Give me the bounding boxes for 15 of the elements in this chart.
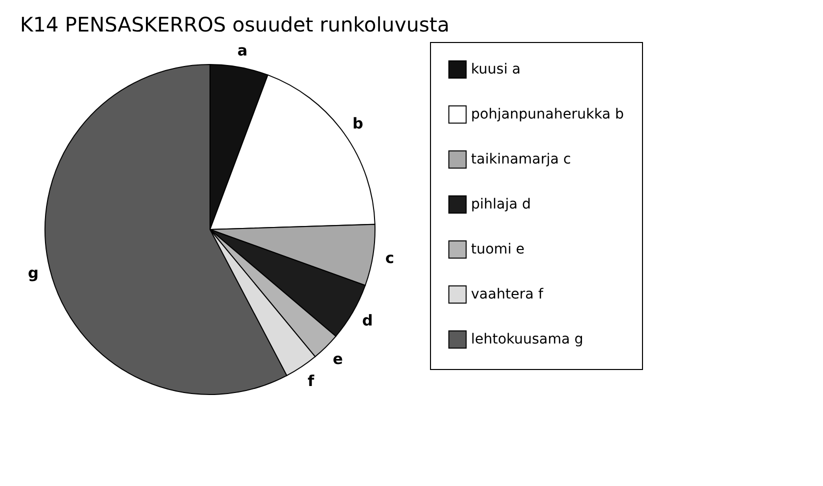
- text: f: [308, 372, 314, 390]
- chart-title: K14 PENSASKERROS osuudet runkoluvusta: [20, 12, 450, 36]
- legend-label: pihlaja d: [471, 196, 531, 212]
- text: g: [28, 264, 39, 282]
- legend-label: taikinamarja c: [471, 152, 571, 168]
- legend-label: lehtokuusama g: [471, 332, 584, 348]
- legend-label: tuomi e: [471, 242, 525, 258]
- legend-label: pohjanpunaherukka b: [471, 106, 624, 122]
- legend-label: vaahtera f: [471, 286, 544, 302]
- text: c: [385, 248, 394, 267]
- text: d: [362, 312, 373, 330]
- text: e: [332, 350, 343, 368]
- text: b: [352, 114, 364, 132]
- text: a: [237, 41, 248, 60]
- legend-label: kuusi a: [471, 62, 521, 78]
